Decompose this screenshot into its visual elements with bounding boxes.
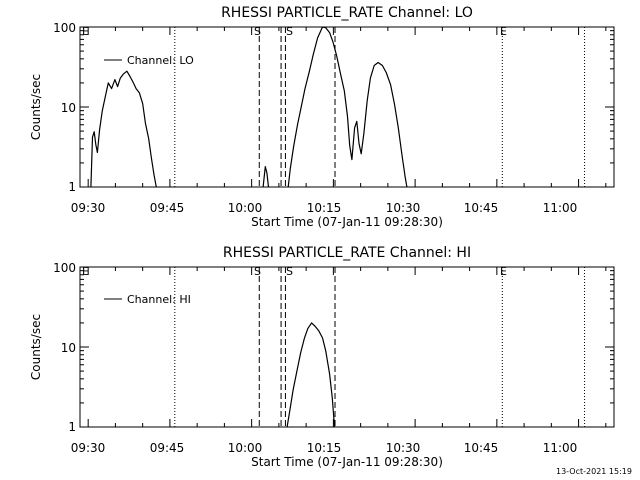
legend-lo: Channel: LO (104, 54, 194, 67)
chart-title-hi: RHESSI PARTICLE_RATE Channel: HI (223, 245, 471, 261)
x-tick-label-1030: 10:30 (386, 201, 421, 215)
y-tick-label-1: 1 (68, 420, 76, 434)
x-tick-label-1030: 10:30 (386, 441, 421, 455)
legend-hi: Channel: HI (104, 293, 191, 306)
event-marker-e-end: E (500, 25, 507, 38)
y-tick-label-100: 100 (53, 21, 76, 35)
x-tick-label-0930: 09:30 (71, 441, 106, 455)
x-tick-label-1015: 10:15 (307, 201, 342, 215)
x-tick-label-1045: 10:45 (464, 441, 499, 455)
x-tick-label-1015: 10:15 (307, 441, 342, 455)
event-marker-s-2: S (286, 25, 293, 38)
y-tick-label-1: 1 (68, 180, 76, 194)
x-axis-label-hi: Start Time (07-Jan-11 09:28:30) (251, 455, 443, 469)
data-line-segment-0-0 (90, 70, 157, 188)
x-tick-label-1045: 10:45 (464, 201, 499, 215)
y-ticks-hi: 100 10 1 (53, 261, 76, 434)
data-line-segment-0-0 (286, 322, 336, 428)
x-tick-label-0930: 09:30 (71, 201, 106, 215)
data-line-segment-0-1 (262, 166, 270, 188)
x-axis-label-lo: Start Time (07-Jan-11 09:28:30) (251, 215, 443, 229)
legend-label-hi: Channel: HI (127, 293, 191, 306)
y-tick-label-10: 10 (61, 101, 76, 115)
event-marker-s-1: S (254, 265, 261, 278)
chart-title-lo: RHESSI PARTICLE_RATE Channel: LO (221, 5, 473, 21)
y-axis-label-lo: Counts/sec (29, 74, 43, 140)
event-markers-hi: E S S E (82, 265, 507, 278)
y-tick-label-100: 100 (53, 261, 76, 275)
panel-lo: RHESSI PARTICLE_RATE Channel: LO Counts/… (29, 5, 615, 229)
event-marker-e-end: E (500, 265, 507, 278)
x-ticks-lo: 09:30 09:45 10:00 10:15 10:30 10:45 11:0… (71, 201, 578, 215)
plot-frame (79, 266, 615, 428)
event-marker-e-start: E (82, 265, 89, 278)
x-ticks-hi: 09:30 09:45 10:00 10:15 10:30 10:45 11:0… (71, 441, 578, 455)
event-marker-s-2: S (286, 265, 293, 278)
event-marker-s-1: S (254, 25, 261, 38)
x-tick-label-1100: 11:00 (543, 441, 578, 455)
x-tick-label-0945: 09:45 (150, 201, 185, 215)
legend-label-lo: Channel: LO (127, 54, 194, 67)
x-tick-label-1000: 10:00 (228, 441, 263, 455)
y-ticks-lo: 100 10 1 (53, 21, 76, 194)
x-tick-label-0945: 09:45 (150, 441, 185, 455)
plot-frame (79, 26, 615, 188)
event-markers-lo: E S S E (82, 25, 507, 38)
footer-timestamp: 13-Oct-2021 15:19 (556, 467, 632, 476)
y-axis-label-hi: Counts/sec (29, 314, 43, 380)
y-tick-label-10: 10 (61, 341, 76, 355)
x-tick-label-1100: 11:00 (543, 201, 578, 215)
x-tick-label-1000: 10:00 (228, 201, 263, 215)
data-line-segment-0-2 (287, 26, 408, 188)
event-marker-e-start: E (82, 25, 89, 38)
panel-hi: RHESSI PARTICLE_RATE Channel: HI Counts/… (29, 245, 615, 469)
